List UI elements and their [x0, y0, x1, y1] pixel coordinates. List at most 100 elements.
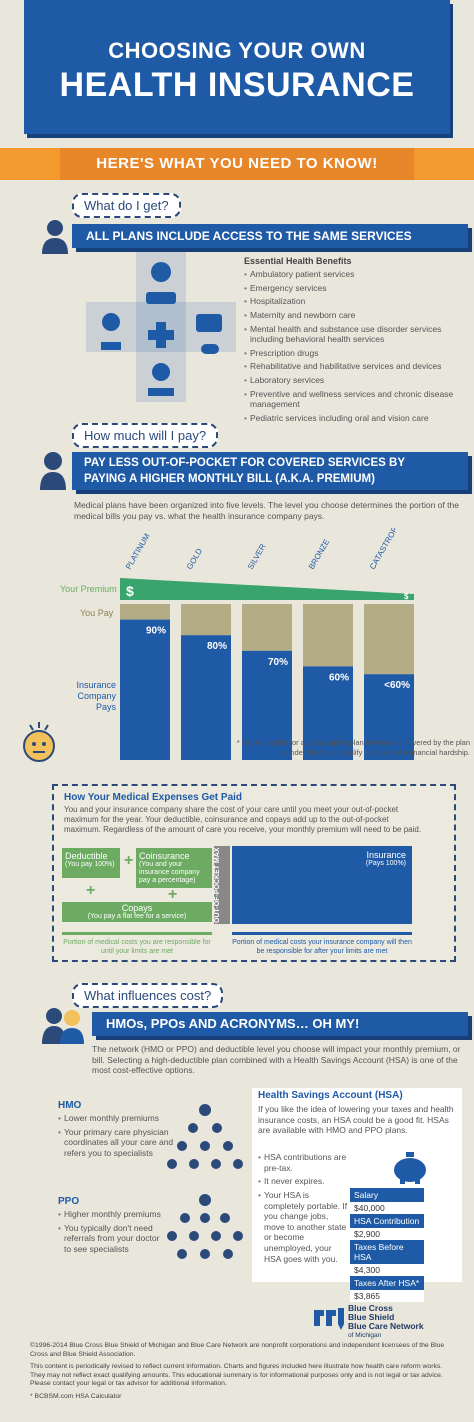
hmo-item: Your primary care physician coordinates …	[58, 1127, 178, 1159]
coinsurance-box: Coinsurance (You and your insurance comp…	[136, 848, 212, 888]
hsa-item: Your HSA is completely portable. If you …	[258, 1190, 348, 1264]
deductible-label: Deductible	[65, 851, 108, 861]
arrow-line-left	[62, 932, 212, 935]
coinsurance-label: Coinsurance	[139, 851, 190, 861]
plan-levels-chart: $ $90% PLATINUM 80% GOLD 70% SILVER 60% BRONZE <6…	[0, 511, 474, 768]
you-pay-bar	[364, 604, 414, 675]
hmo-block: HMO Lower monthly premiums Your primary …	[58, 1100, 178, 1162]
hsa-row-label: HSA Contribution	[350, 1214, 424, 1228]
catastrophic-footnote: * You're eligible for a catastrophic pla…	[236, 738, 470, 757]
value-label: 60%	[329, 672, 349, 683]
category-label: SILVER	[246, 542, 268, 571]
label-you-pay: You Pay	[80, 608, 114, 618]
right-caption: Portion of medical costs your insurance …	[232, 939, 412, 955]
ppo-block: PPO Higher monthly premiums You typicall…	[58, 1196, 168, 1258]
bcbs-logo-text: Blue Cross Blue Shield Blue Care Network…	[348, 1304, 424, 1340]
hsa-item: It never expires.	[258, 1176, 348, 1187]
plus-icon: +	[168, 886, 178, 903]
benefit-item: Preventive and wellness services and chr…	[244, 389, 454, 410]
banner-line2: PAYING A HIGHER MONTHLY BILL (A.K.A. PRE…	[84, 473, 375, 485]
plus-icon: +	[86, 882, 96, 899]
hsa-row-value: $3,865	[350, 1290, 424, 1302]
category-label: PLATINUM	[124, 532, 152, 571]
value-label: 90%	[146, 626, 166, 637]
ppo-title: PPO	[58, 1196, 80, 1207]
benefit-item: Hospitalization	[244, 296, 454, 307]
category-label: CATASTROPHIC*	[368, 528, 408, 571]
person-icon	[40, 218, 70, 254]
footer-legal1: ©1996-2014 Blue Cross Blue Shield of Mic…	[30, 1342, 445, 1358]
left-caption: Portion of medical costs you are respons…	[63, 939, 211, 955]
expenses-body: You and your insurance company share the…	[64, 805, 422, 834]
benefit-item: Prescription drugs	[244, 348, 454, 359]
value-label: <60%	[384, 680, 410, 691]
title-line2: HEALTH INSURANCE	[59, 66, 415, 104]
hsa-title: Health Savings Account (HSA)	[258, 1090, 403, 1101]
footer: ©1996-2014 Blue Cross Blue Shield of Mic…	[30, 1342, 450, 1402]
hsa-table: Salary $40,000 HSA Contribution $2,900 T…	[350, 1188, 424, 1302]
ppo-item: You typically don't need referrals from …	[58, 1223, 168, 1255]
oop-max-bar: OUT-OF-POCKET MAX	[214, 846, 230, 924]
premium-wedge	[120, 578, 414, 600]
benefit-item: Laboratory services	[244, 375, 454, 386]
header-banner: CHOOSING YOUR OWN HEALTH INSURANCE	[24, 0, 450, 134]
chart-svg: $ $90% PLATINUM 80% GOLD 70% SILVER 60% BRONZE <6…	[120, 511, 414, 760]
banner-pay-less: PAY LESS OUT-OF-POCKET FOR COVERED SERVI…	[72, 452, 468, 490]
ppo-item: Higher monthly premiums	[58, 1209, 168, 1220]
you-pay-bar	[242, 604, 292, 651]
title-line1: CHOOSING YOUR OWN	[108, 38, 366, 63]
benefit-item: Rehabilitative and habilitative services…	[244, 361, 454, 372]
doctor-pyramid-icons	[160, 1100, 250, 1270]
hsa-list: HSA contributions are pre-tax. It never …	[258, 1152, 348, 1267]
insurance-pays-bar	[303, 666, 353, 760]
subtitle: HERE'S WHAT YOU NEED TO KNOW!	[60, 148, 414, 180]
bcbs-logo-icon	[312, 1306, 344, 1332]
levels-intro: Medical plans have been organized into f…	[74, 500, 459, 521]
insurance-sub: (Pays 100%)	[365, 860, 406, 867]
insurance-label: Insurance	[366, 850, 406, 860]
category-label: GOLD	[185, 547, 204, 571]
benefit-item: Maternity and newborn care	[244, 310, 454, 321]
banner-hmo-ppo: HMOs, PPOs AND ACRONYMS… OH MY!	[92, 1012, 468, 1036]
network-intro: The network (HMO or PPO) and deductible …	[92, 1044, 461, 1075]
banner-same-services: ALL PLANS INCLUDE ACCESS TO THE SAME SER…	[72, 224, 468, 248]
footer-legal2: This content is periodically revised to …	[30, 1363, 443, 1388]
value-label: 70%	[268, 657, 288, 668]
benefit-item: Mental health and substance use disorder…	[244, 324, 454, 345]
hsa-item: HSA contributions are pre-tax.	[258, 1152, 348, 1173]
insurance-pays-bar	[181, 635, 231, 760]
benefit-item: Emergency services	[244, 283, 454, 294]
insurance-pays-bar	[120, 619, 170, 760]
subtitle-strip: HERE'S WHAT YOU NEED TO KNOW!	[0, 148, 474, 180]
hsa-row-value: $4,300	[350, 1264, 424, 1276]
logo-line3: Blue Care Network	[348, 1321, 424, 1331]
question-how-much: How much will I pay?	[72, 423, 219, 448]
couple-icon	[40, 1006, 86, 1044]
you-pay-bar	[120, 604, 170, 620]
plus-icon: +	[124, 852, 134, 869]
insurance-box: Insurance (Pays 100%)	[232, 846, 412, 924]
hsa-intro: If you like the idea of lowering your ta…	[258, 1104, 454, 1135]
question-what-influences: What influences cost?	[72, 983, 224, 1008]
hsa-row-label: Taxes Before HSA	[350, 1240, 424, 1264]
benefits-list: Essential Health Benefits Ambulatory pat…	[244, 256, 454, 427]
category-label: BRONZE	[307, 538, 331, 571]
coinsurance-sub: (You and your insurance company pay a pe…	[139, 861, 200, 884]
benefit-item: Ambulatory patient services	[244, 269, 454, 280]
insurance-pays-bar	[364, 674, 414, 760]
copays-label: Copays	[121, 903, 153, 913]
hsa-row-label: Taxes After HSA*	[350, 1276, 424, 1290]
hsa-row-label: Salary	[350, 1188, 424, 1202]
piggy-bank-icon	[390, 1150, 430, 1184]
banner-line1: PAY LESS OUT-OF-POCKET FOR COVERED SERVI…	[84, 457, 405, 469]
arrow-line-right	[232, 932, 412, 935]
copays-sub: (You pay a flat fee for a service)	[87, 913, 187, 920]
logo-line2: Blue Shield	[348, 1312, 395, 1322]
you-pay-bar	[303, 604, 353, 667]
label-insurance-pays: Insurance Company Pays	[76, 680, 116, 712]
logo-line4: of Michigan	[348, 1332, 382, 1339]
premium-dollar-left: $	[126, 583, 134, 599]
footer-source: * BCBSM.com HSA Calculator	[30, 1392, 122, 1400]
value-label: 80%	[207, 641, 227, 652]
deductible-sub: (You pay 100%)	[65, 861, 115, 868]
